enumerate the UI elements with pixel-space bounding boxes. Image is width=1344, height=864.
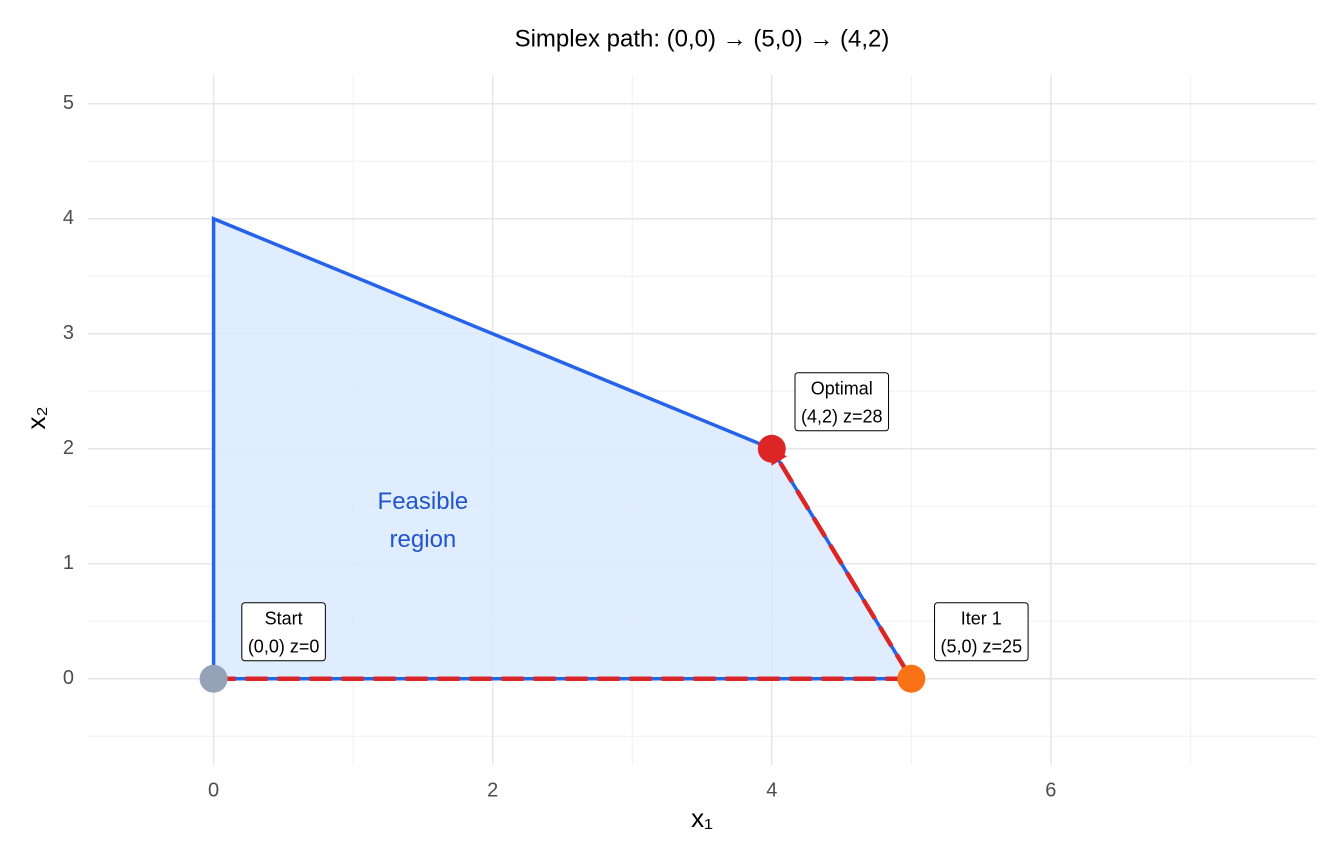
annotation-box — [794, 372, 890, 432]
annotation-text: Iter 1 — [961, 609, 1002, 629]
annotation-text: Optimal — [811, 379, 873, 399]
vertex-point — [897, 664, 926, 693]
y-axis-label: x₂ — [21, 406, 51, 429]
annotation-box — [241, 602, 326, 662]
x-tick-label: 4 — [766, 779, 777, 801]
annotation-text: (4,2) z=28 — [801, 407, 883, 427]
region-label: Feasible — [378, 488, 469, 515]
annotation-box — [934, 602, 1029, 662]
vertex-point — [199, 664, 228, 693]
annotation-text: (0,0) z=0 — [248, 637, 320, 657]
y-tick-label: 5 — [63, 92, 74, 114]
annotation: Start (0,0) z=0 — [241, 602, 326, 662]
annotation: Iter 1 (5,0) z=25 — [934, 602, 1029, 662]
simplex-path — [213, 445, 916, 681]
y-tick-label: 1 — [63, 552, 74, 574]
annotation-text: Start — [265, 609, 303, 629]
y-tick-label: 0 — [63, 667, 74, 689]
x-tick-label: 6 — [1045, 779, 1056, 801]
region-label: region — [390, 526, 457, 553]
x-tick-label: 2 — [487, 779, 498, 801]
vertex-point — [757, 434, 786, 463]
annotation-text: (5,0) z=25 — [941, 637, 1023, 657]
y-tick-label: 4 — [63, 207, 74, 229]
x-tick-label: 0 — [208, 779, 219, 801]
annotation: Optimal (4,2) z=28 — [794, 372, 890, 432]
x-axis-label: x₁ — [691, 803, 713, 833]
y-tick-label: 2 — [63, 437, 74, 459]
chart-title: Simplex path: (0,0) → (5,0) → (4,2) — [515, 25, 890, 52]
y-tick-label: 3 — [63, 322, 74, 344]
